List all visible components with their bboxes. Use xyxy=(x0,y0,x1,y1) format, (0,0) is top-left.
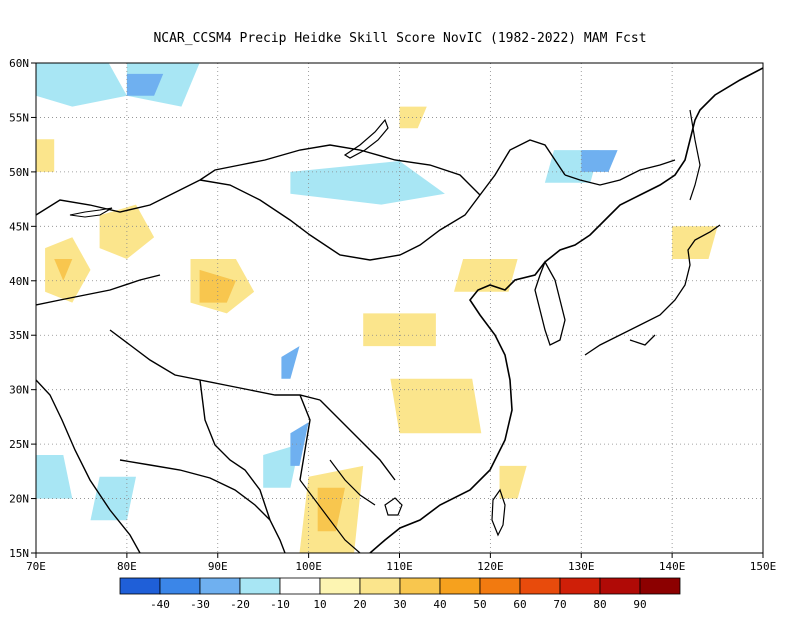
lake-baikal xyxy=(343,118,389,159)
border-indochina xyxy=(299,459,376,553)
x-tick-label: 140E xyxy=(659,560,686,573)
skill-region-16 xyxy=(390,378,482,434)
x-axis-ticks: 70E 80E 90E 100E 110E 120E 130E 140E 150E xyxy=(26,553,776,573)
x-tick-label: 70E xyxy=(26,560,46,573)
y-tick-label: 45N xyxy=(9,220,29,233)
coastline-hainan xyxy=(384,497,403,516)
colorbar-swatch xyxy=(519,577,561,595)
colorbar-label: 30 xyxy=(393,598,406,611)
skill-region-18 xyxy=(454,259,518,292)
skill-region-12 xyxy=(281,346,300,379)
skill-region-10 xyxy=(90,476,136,521)
x-tick-label: 130E xyxy=(568,560,595,573)
colorbar-label: 70 xyxy=(553,598,566,611)
colorbar-swatch xyxy=(159,577,201,595)
colorbar-swatch xyxy=(639,577,681,595)
skill-region-8 xyxy=(290,161,445,205)
border-himalaya xyxy=(109,329,396,521)
coastlines-borders xyxy=(36,67,763,553)
skill-region-22 xyxy=(499,465,527,499)
y-tick-label: 50N xyxy=(9,166,29,179)
coastline-sakhalin xyxy=(689,109,701,201)
coastline-india xyxy=(36,379,286,553)
coastline-taiwan xyxy=(491,488,506,537)
skill-region-24 xyxy=(36,139,55,172)
skill-region-9 xyxy=(36,455,73,499)
y-tick-label: 35N xyxy=(9,329,29,342)
skill-regions xyxy=(36,63,718,553)
colorbar-label: 80 xyxy=(593,598,606,611)
y-axis-ticks: 15N 20N 25N 30N 35N 40N 45N 50N 55N 60N xyxy=(9,57,36,560)
colorbar-label: -40 xyxy=(150,598,170,611)
colorbar-label: 10 xyxy=(313,598,326,611)
skill-region-17 xyxy=(363,313,436,347)
skill-region-23 xyxy=(399,106,427,129)
x-tick-label: 120E xyxy=(477,560,504,573)
colorbar-swatch xyxy=(559,577,601,595)
colorbar-swatch xyxy=(399,577,441,595)
x-tick-label: 80E xyxy=(117,560,137,573)
colorbar-label: -30 xyxy=(190,598,210,611)
skill-region-0 xyxy=(45,237,91,303)
y-tick-label: 25N xyxy=(9,438,29,451)
gridlines xyxy=(36,63,763,553)
colorbar-label: 60 xyxy=(513,598,526,611)
colorbar-swatch xyxy=(599,577,641,595)
colorbar-label: 90 xyxy=(633,598,646,611)
skill-region-4 xyxy=(199,269,236,303)
skill-region-20 xyxy=(581,150,618,172)
y-tick-label: 30N xyxy=(9,384,29,397)
colorbar-swatch xyxy=(199,577,241,595)
skill-region-5 xyxy=(36,63,127,107)
x-tick-label: 110E xyxy=(386,560,413,573)
colorbar-swatch xyxy=(359,577,401,595)
colorbar-swatch xyxy=(239,577,281,595)
x-tick-label: 90E xyxy=(208,560,228,573)
y-tick-label: 40N xyxy=(9,275,29,288)
coastline-japan xyxy=(584,224,721,356)
colorbar-swatch xyxy=(439,577,481,595)
skill-region-7 xyxy=(126,73,164,96)
colorbar-label: 50 xyxy=(473,598,486,611)
colorbar-swatch xyxy=(479,577,521,595)
y-tick-label: 20N xyxy=(9,493,29,506)
colorbar: -40 -30 -20 -10 10 20 30 40 50 60 70 80 90 xyxy=(119,577,681,611)
coastline-korea xyxy=(534,260,566,346)
lake-balkhash xyxy=(69,207,113,218)
colorbar-label: -10 xyxy=(270,598,290,611)
border-mongolia-russia xyxy=(199,144,481,196)
coastline-china-east xyxy=(369,67,763,553)
y-tick-label: 60N xyxy=(9,57,29,70)
colorbar-swatch xyxy=(319,577,361,595)
chart-title: NCAR_CCSM4 Precip Heidke Skill Score Nov… xyxy=(153,31,646,46)
skill-region-1 xyxy=(54,259,73,281)
colorbar-swatch xyxy=(119,577,161,595)
colorbar-label: 40 xyxy=(433,598,446,611)
colorbar-label: 20 xyxy=(353,598,366,611)
y-tick-label: 55N xyxy=(9,111,29,124)
x-tick-label: 150E xyxy=(750,560,777,573)
x-tick-label: 100E xyxy=(295,560,322,573)
border-china-mongolia xyxy=(199,139,566,261)
coastline-amur-okhotsk xyxy=(564,159,676,186)
colorbar-swatch xyxy=(279,577,321,595)
border-kazakhstan xyxy=(36,179,201,306)
colorbar-label: -20 xyxy=(230,598,250,611)
y-tick-label: 15N xyxy=(9,547,29,560)
skill-region-13 xyxy=(290,422,309,466)
